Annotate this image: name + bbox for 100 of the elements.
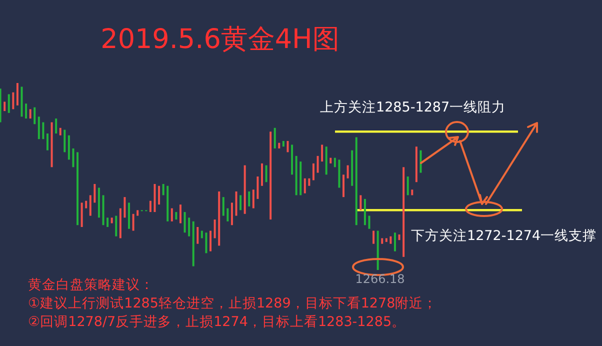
candlestick	[351, 150, 354, 186]
candlestick	[360, 195, 362, 210]
candlestick	[115, 216, 118, 236]
candlestick	[214, 220, 216, 238]
candlestick	[260, 163, 263, 186]
text: ①建议上行测试1285轻仓进空，止损1289，目标下看1278附近；	[28, 296, 438, 312]
candlestick	[252, 190, 254, 208]
candlestick	[110, 218, 113, 224]
candlestick	[230, 202, 233, 226]
candlestick	[411, 190, 414, 196]
candlestick	[381, 238, 384, 244]
candlestick	[38, 116, 40, 140]
candlestick	[76, 152, 79, 226]
candlestick	[226, 208, 229, 222]
candlestick	[64, 130, 66, 152]
candlestick	[364, 198, 366, 226]
candlestick	[244, 165, 246, 214]
candlestick	[124, 197, 126, 218]
candlestick	[210, 230, 212, 252]
candlestick	[390, 236, 392, 244]
candlestick	[376, 230, 379, 270]
text: ②回调1278/7反手进多，止损1274，目标上看1283-1285。	[28, 314, 406, 330]
candlestick	[175, 212, 178, 220]
candlestick	[334, 158, 336, 168]
candlestick	[85, 200, 88, 208]
candlestick	[98, 188, 100, 218]
candlestick	[240, 195, 242, 210]
candlestick	[368, 216, 370, 229]
candlestick	[406, 176, 409, 196]
candlestick	[162, 184, 164, 196]
candlestick	[295, 156, 298, 196]
candlestick	[12, 92, 14, 110]
candlestick	[256, 176, 259, 199]
candlestick	[325, 146, 328, 175]
candlestick	[55, 118, 58, 134]
candlestick	[46, 133, 48, 150]
candlestick	[16, 83, 18, 106]
candlestick	[330, 158, 332, 164]
candlestick	[8, 94, 10, 113]
candlestick	[106, 218, 109, 227]
candlestick	[102, 195, 104, 226]
ref-line-label: 上方关注1285-1287一线阻力	[320, 100, 506, 116]
candlestick	[136, 210, 139, 216]
candlestick	[50, 122, 53, 168]
candlestick	[94, 184, 96, 203]
candlestick	[394, 232, 396, 252]
candlestick	[222, 197, 224, 216]
candlestick	[342, 174, 344, 198]
candlestick	[72, 148, 74, 168]
candlestick	[420, 150, 422, 173]
candlestick	[59, 128, 62, 136]
candlestick	[4, 102, 6, 112]
candlestick	[196, 226, 199, 244]
candlestick	[205, 232, 208, 254]
chart-title: 2019.5.6黄金4H图	[100, 24, 340, 55]
ref-line-label: 下方关注1272-1274一线支撑	[411, 228, 597, 244]
candlestick	[25, 104, 28, 119]
candlestick	[312, 163, 314, 180]
candlestick	[179, 204, 182, 224]
candlestick	[270, 132, 272, 220]
candlestick	[20, 86, 23, 117]
candlestick	[170, 208, 173, 222]
candlestick	[304, 178, 306, 194]
candlestick	[200, 230, 203, 238]
candlestick	[89, 195, 92, 216]
candlestick	[34, 107, 36, 124]
candlestick	[29, 109, 32, 119]
candlestick	[132, 214, 134, 231]
candlestick	[278, 142, 280, 148]
candlestick	[355, 137, 358, 226]
candlestick	[338, 160, 340, 188]
candlestick	[415, 146, 418, 182]
candlestick	[154, 184, 156, 212]
candlestick	[398, 234, 400, 240]
candlestick	[274, 128, 276, 148]
candlestick	[385, 238, 388, 242]
candlestick	[321, 144, 324, 162]
candlestick	[192, 221, 194, 266]
candlestick	[149, 200, 152, 212]
candlestick	[372, 230, 375, 244]
candlestick	[346, 165, 349, 178]
candlestick	[402, 167, 405, 257]
candlestick	[282, 140, 284, 147]
candlestick	[265, 165, 268, 182]
candlestick	[218, 191, 220, 246]
candlestick	[68, 135, 70, 160]
candlestick	[308, 178, 310, 186]
candlestick	[80, 202, 83, 227]
candlestick	[291, 144, 294, 175]
candlestick	[316, 156, 319, 173]
candlestick	[42, 122, 44, 140]
candlestick	[128, 202, 130, 229]
candlestick	[286, 140, 289, 152]
text: 黄金白盘策略建议：	[28, 277, 154, 293]
candlestick	[184, 212, 186, 233]
candlestick	[248, 191, 250, 206]
annotation: 1266.18	[355, 272, 405, 286]
candlestick	[158, 186, 160, 205]
candlestick	[188, 218, 190, 236]
candlestick	[235, 191, 238, 216]
